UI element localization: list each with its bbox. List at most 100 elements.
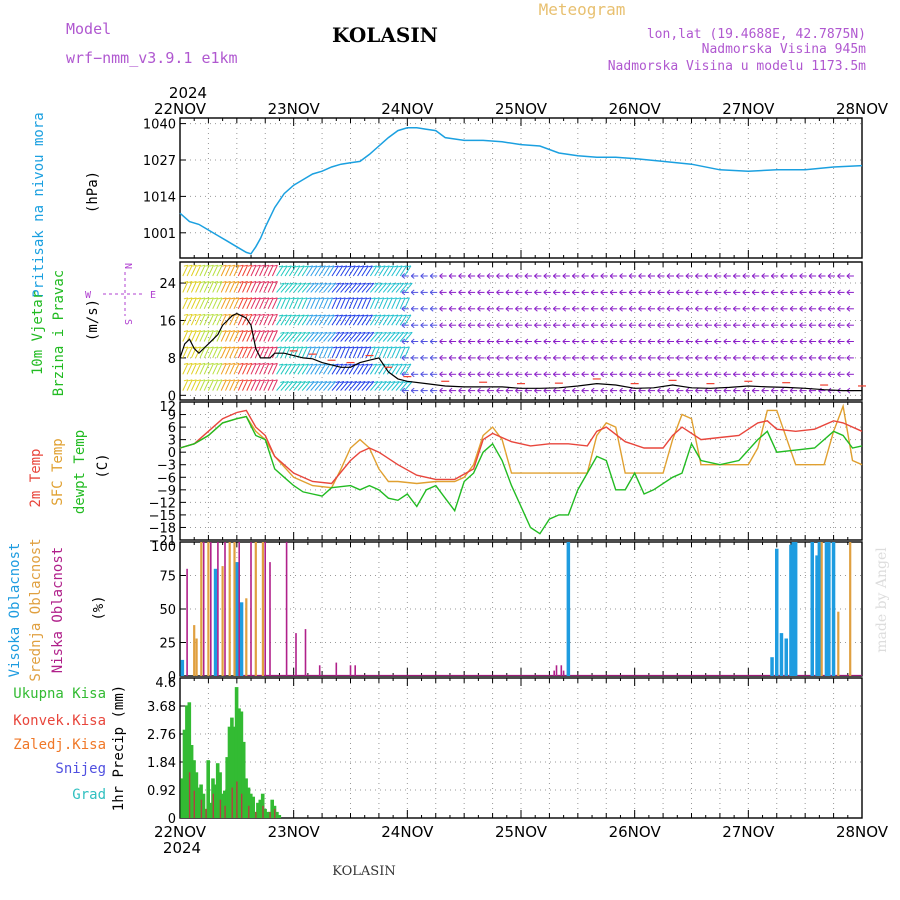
- precip-bar-total: [239, 711, 244, 818]
- wind-barb: [331, 314, 339, 326]
- temp-label-1: 2m Temp: [28, 448, 44, 507]
- wind-barb-head: [534, 355, 538, 359]
- wind-barb: [190, 379, 197, 391]
- wind-barb-head: [338, 314, 343, 317]
- wind-barb-head: [260, 330, 265, 333]
- wind-barb-head: [269, 379, 274, 382]
- wind-barb-head: [789, 373, 794, 378]
- wind-barb-head: [704, 322, 709, 326]
- wind-barb-head: [213, 330, 218, 333]
- wind-barb-head: [543, 371, 548, 375]
- wind-barb: [259, 379, 266, 391]
- wind-barb-head: [628, 322, 633, 326]
- wind-barb-head: [264, 313, 270, 316]
- wind-barb-head: [290, 346, 295, 349]
- wind-barb: [387, 282, 396, 293]
- wind-barb-head: [230, 346, 235, 349]
- wind-barb-head: [420, 373, 425, 378]
- wind-barb-head: [230, 281, 235, 283]
- wind-barb-head: [837, 322, 841, 326]
- wind-barb-head: [391, 381, 396, 383]
- wind-barb-head: [695, 371, 699, 375]
- wind-barb-head: [400, 346, 406, 349]
- wind-barb-head: [486, 371, 491, 375]
- wind-barb-head: [515, 371, 519, 375]
- wind-barb-head: [405, 346, 410, 349]
- wind-barb-head: [590, 308, 595, 312]
- wind-barb-head: [827, 371, 832, 375]
- wind-barb-head: [723, 273, 728, 277]
- wind-barb-head: [628, 357, 633, 361]
- wind-barb-head: [310, 282, 315, 285]
- precip-bar-total: [206, 760, 210, 818]
- wind-barb: [327, 265, 335, 277]
- wind-barb-head: [666, 322, 671, 326]
- wind-barb-head: [628, 390, 633, 394]
- wind-barb-head: [543, 390, 548, 394]
- precip-bar-convective: [205, 808, 207, 818]
- wind-barb-head: [619, 387, 623, 391]
- wind-barb-head: [410, 355, 415, 359]
- wind-barb: [361, 346, 368, 359]
- wind-barb-head: [338, 363, 343, 366]
- wind-barb-head: [420, 338, 425, 342]
- wind-barb: [263, 330, 270, 342]
- wind-barb-head: [467, 322, 472, 326]
- wind-barb-head: [534, 324, 538, 329]
- wind-barb: [404, 346, 410, 359]
- wind-barb: [271, 281, 278, 293]
- wind-barb: [207, 379, 214, 391]
- wind-barb-head: [496, 305, 500, 310]
- wind-barb-head: [818, 322, 822, 326]
- wind-barb: [242, 314, 249, 326]
- wind-barb-head: [401, 341, 406, 345]
- wind-barb-head: [685, 324, 690, 329]
- wind-barb-head: [222, 362, 227, 365]
- wind-barb: [293, 282, 302, 293]
- wind-barb-head: [515, 322, 519, 326]
- wind-barb: [318, 346, 325, 359]
- wind-barb-head: [192, 264, 197, 267]
- wind-barb-head: [732, 275, 737, 279]
- wind-barb: [182, 379, 189, 391]
- wind-barb-head: [713, 341, 718, 345]
- wind-barb-head: [205, 264, 210, 267]
- wind-barb-head: [399, 282, 404, 285]
- wind-barb-head: [515, 341, 519, 345]
- wind-barb-head: [439, 373, 443, 378]
- wind-barb-head: [369, 331, 374, 334]
- wind-barb-head: [685, 292, 690, 296]
- cloud-bar-low: [560, 665, 563, 676]
- wind-barb: [216, 346, 223, 359]
- wind-barb-head: [676, 371, 680, 375]
- wind-barb-head: [818, 289, 822, 293]
- wind-barb-head: [256, 297, 261, 300]
- wind-barb-head: [305, 381, 311, 383]
- wind-barb-head: [376, 363, 382, 366]
- cloud-bar-mid: [207, 542, 210, 676]
- wind-barb-head: [723, 355, 728, 359]
- wind-barb-head: [372, 314, 377, 317]
- wind-barb-head: [458, 341, 462, 345]
- wind-barb-head: [515, 289, 519, 293]
- wind-barb-head: [515, 292, 519, 296]
- wind-barb-head: [439, 387, 443, 391]
- wind-barb: [284, 265, 292, 277]
- wind-barb-head: [297, 381, 302, 383]
- wind-barb: [276, 282, 285, 293]
- wind-barb-head: [827, 322, 832, 326]
- wind-barb-head: [209, 313, 214, 316]
- wind-barb-head: [609, 338, 614, 342]
- wind-barb-head: [205, 313, 210, 316]
- wind-barb-head: [619, 305, 623, 310]
- wind-barb-head: [742, 341, 747, 345]
- wind-barb-head: [269, 346, 274, 349]
- wind-barb-head: [609, 341, 614, 345]
- wind-label-1: 10m Vjetar: [30, 291, 46, 375]
- wind-barb-head: [496, 373, 500, 378]
- wind-barb-head: [251, 362, 257, 365]
- wind-barb-head: [770, 387, 775, 391]
- wind-barb-head: [609, 308, 614, 312]
- wind-barb-head: [628, 355, 633, 359]
